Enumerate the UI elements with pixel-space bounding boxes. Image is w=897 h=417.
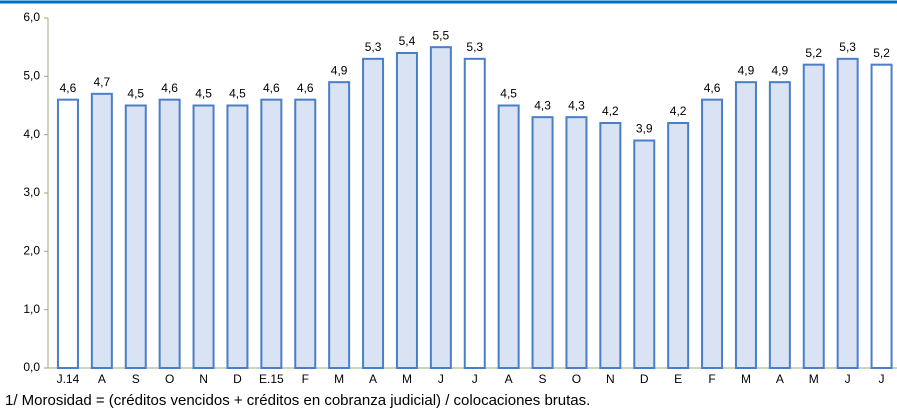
data-label: 4,6 — [60, 81, 77, 95]
data-label: 4,5 — [229, 87, 246, 101]
x-tick-label: A — [98, 372, 106, 386]
bar — [565, 116, 588, 369]
bar — [395, 52, 418, 369]
bar — [836, 57, 859, 369]
y-tick-label: 1,0 — [23, 302, 40, 316]
x-tick-label: N — [199, 372, 208, 386]
bar — [158, 98, 181, 370]
x-tick-label: M — [402, 372, 412, 386]
data-label: 4,3 — [568, 98, 585, 112]
x-tick-label: S — [132, 372, 140, 386]
bar — [328, 81, 351, 370]
bar — [226, 104, 249, 369]
bar — [531, 116, 554, 369]
bar — [90, 92, 113, 369]
y-tick-label: 4,0 — [23, 127, 40, 141]
x-tick-label: N — [606, 372, 615, 386]
y-tick-label: 6,0 — [23, 10, 40, 24]
x-tick-label: M — [809, 372, 819, 386]
data-label: 4,5 — [500, 87, 517, 101]
x-tick-label: O — [165, 372, 174, 386]
bar — [802, 63, 825, 370]
bar — [56, 98, 79, 370]
x-tick-label: J — [438, 372, 444, 386]
data-label: 4,6 — [263, 81, 280, 95]
data-label: 4,6 — [704, 81, 721, 95]
x-tick-label: S — [539, 372, 547, 386]
bar — [768, 81, 791, 370]
data-label: 4,9 — [331, 63, 348, 77]
data-label: 3,9 — [636, 122, 653, 136]
y-tick-label: 0,0 — [23, 360, 40, 374]
bar — [633, 139, 656, 369]
x-tick-label: M — [741, 372, 751, 386]
data-label: 5,2 — [873, 46, 890, 60]
x-tick-label: J — [879, 372, 885, 386]
data-label: 5,3 — [839, 40, 856, 54]
y-tick-label: 5,0 — [23, 69, 40, 83]
x-tick-label: D — [640, 372, 649, 386]
data-label: 4,5 — [195, 87, 212, 101]
footnote: 1/ Morosidad = (créditos vencidos + créd… — [5, 392, 590, 409]
data-label: 4,7 — [94, 75, 111, 89]
y-tick-label: 3,0 — [23, 185, 40, 199]
data-label: 5,4 — [399, 34, 416, 48]
data-label: 4,6 — [161, 81, 178, 95]
bar — [463, 57, 486, 369]
x-tick-label: J — [845, 372, 851, 386]
x-tick-label: F — [708, 372, 715, 386]
bar — [362, 57, 385, 369]
data-label: 5,3 — [365, 40, 382, 54]
y-tick-label: 2,0 — [23, 244, 40, 258]
data-label: 5,5 — [433, 28, 450, 42]
bar — [260, 98, 283, 370]
bar — [734, 81, 757, 370]
bar — [497, 104, 520, 369]
bar — [124, 104, 147, 369]
data-label: 4,9 — [772, 63, 789, 77]
data-label: 4,2 — [602, 104, 619, 118]
data-label: 4,9 — [738, 63, 755, 77]
x-tick-label: A — [505, 372, 513, 386]
x-tick-label: F — [302, 372, 309, 386]
bar — [599, 122, 622, 369]
bar — [294, 98, 317, 370]
x-tick-label: J.14 — [57, 372, 80, 386]
bar — [701, 98, 724, 370]
x-tick-label: M — [334, 372, 344, 386]
data-label: 4,5 — [127, 87, 144, 101]
data-label: 5,2 — [805, 46, 822, 60]
bar — [192, 104, 215, 369]
bar — [870, 63, 893, 370]
x-tick-label: E.15 — [259, 372, 284, 386]
bar — [667, 122, 690, 369]
bar — [429, 46, 452, 370]
x-tick-label: O — [572, 372, 581, 386]
x-tick-label: J — [472, 372, 478, 386]
data-label: 4,3 — [534, 98, 551, 112]
data-label: 4,2 — [670, 104, 687, 118]
data-label: 5,3 — [466, 40, 483, 54]
x-tick-label: D — [233, 372, 242, 386]
x-tick-label: A — [776, 372, 784, 386]
data-label: 4,6 — [297, 81, 314, 95]
x-tick-label: E — [674, 372, 682, 386]
x-tick-label: A — [369, 372, 377, 386]
